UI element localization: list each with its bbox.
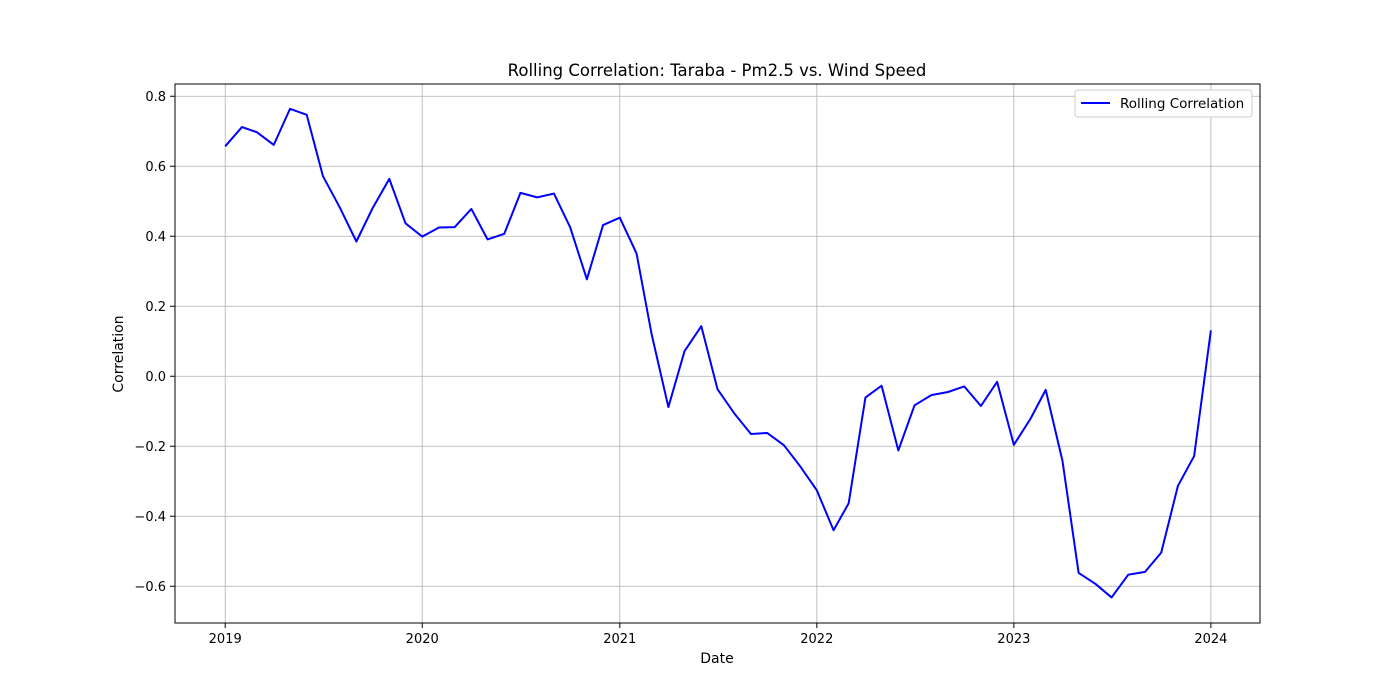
x-tick-label: 2021 bbox=[603, 632, 636, 647]
y-tick-label: −0.2 bbox=[134, 440, 166, 455]
legend-box bbox=[1074, 89, 1253, 118]
legend-label: Rolling Correlation bbox=[1120, 96, 1244, 112]
plot-frame bbox=[174, 83, 1261, 624]
y-tick-label: −0.4 bbox=[134, 510, 166, 525]
y-tick-label: 0.2 bbox=[145, 300, 166, 315]
x-tick-label: 2022 bbox=[800, 632, 833, 647]
y-axis: −0.6 −0.4 −0.2 0.0 0.2 0.4 0.6 0.8 bbox=[134, 90, 175, 595]
x-axis-label: Date bbox=[700, 651, 733, 667]
y-tick-label: 0.0 bbox=[145, 370, 166, 385]
grid-lines bbox=[175, 84, 1260, 623]
y-tick-label: −0.6 bbox=[134, 580, 166, 595]
y-tick-label: 0.8 bbox=[145, 90, 166, 105]
series-lines bbox=[224, 107, 1212, 599]
x-tick-label: 2024 bbox=[1194, 632, 1227, 647]
series-line-0 bbox=[224, 107, 1212, 599]
y-tick-label: 0.6 bbox=[145, 160, 166, 175]
x-tick-label: 2019 bbox=[209, 632, 242, 647]
x-axis: 2019 2020 2021 2022 2023 2024 bbox=[209, 623, 1227, 647]
y-axis-label: Correlation bbox=[111, 315, 127, 392]
legend: Rolling Correlation bbox=[1074, 89, 1253, 118]
x-tick-label: 2020 bbox=[406, 632, 439, 647]
x-tick-label: 2023 bbox=[997, 632, 1030, 647]
y-tick-label: 0.4 bbox=[145, 230, 166, 245]
chart-title: Rolling Correlation: Taraba - Pm2.5 vs. … bbox=[508, 61, 927, 80]
